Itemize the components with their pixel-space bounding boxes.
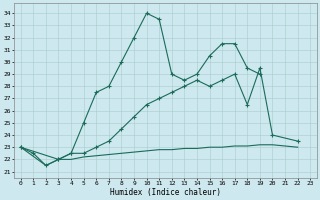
X-axis label: Humidex (Indice chaleur): Humidex (Indice chaleur) <box>110 188 221 197</box>
